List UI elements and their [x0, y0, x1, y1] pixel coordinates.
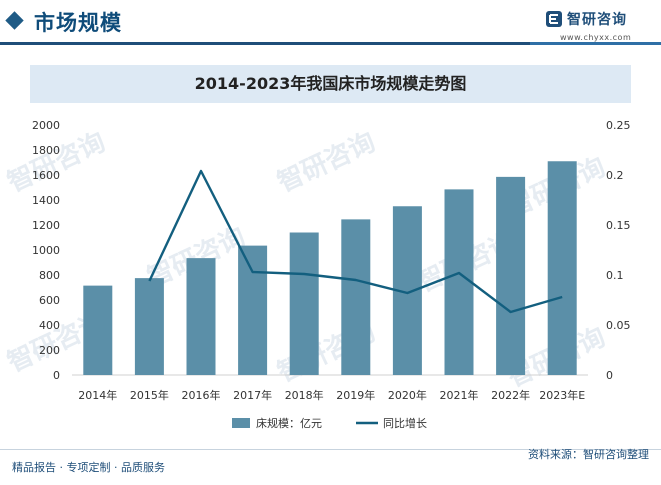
y-left-tick-label: 1000 — [32, 244, 60, 257]
bar — [496, 176, 526, 375]
source-note: 资料来源：智研咨询整理 — [528, 448, 649, 461]
y-right-tick-label: 0 — [606, 369, 613, 382]
growth-line — [148, 169, 563, 314]
bar — [186, 258, 216, 375]
y-right-tick-label: 0.2 — [606, 169, 624, 182]
brand-logo-icon — [546, 11, 562, 27]
brand-name: 智研咨询 — [567, 12, 627, 28]
legend-swatch-bar — [232, 418, 250, 428]
legend-label: 同比增长 — [383, 416, 427, 430]
y-right-tick-label: 0.15 — [606, 219, 631, 232]
bar — [134, 278, 164, 375]
y-right-tick-label: 0.25 — [606, 119, 631, 132]
footer-tagline: 精品报告 · 专项定制 · 品质服务 — [12, 461, 165, 474]
y-left-tick-label: 0 — [53, 369, 60, 382]
x-tick-label: 2015年 — [130, 388, 169, 402]
y-left-tick-label: 1400 — [32, 194, 60, 207]
brand-url: www.chyxx.com — [560, 33, 632, 42]
x-tick-label: 2018年 — [285, 388, 324, 402]
y-left-tick-label: 1800 — [32, 144, 60, 157]
y-right-tick-label: 0.1 — [606, 269, 624, 282]
y-left-tick-label: 400 — [39, 319, 60, 332]
bar — [547, 161, 577, 375]
bar — [289, 232, 319, 375]
chart-title-band: 2014-2023年我国床市场规模走势图 — [30, 65, 631, 103]
x-tick-label: 2019年 — [336, 388, 375, 402]
x-tick-label: 2023年E — [539, 388, 585, 402]
bar — [238, 245, 268, 375]
bar — [444, 189, 474, 375]
x-tick-label: 2022年 — [491, 388, 530, 402]
x-tick-label: 2016年 — [182, 388, 221, 402]
y-left-tick-label: 1200 — [32, 219, 60, 232]
chart-title: 2014-2023年我国床市场规模走势图 — [194, 74, 467, 93]
x-tick-label: 2017年 — [233, 388, 272, 402]
y-left-tick-label: 800 — [39, 269, 60, 282]
y-left-tick-label: 2000 — [32, 119, 60, 132]
bar — [341, 219, 371, 375]
header: 市场规模 智研咨询 www.chyxx.com — [0, 0, 661, 46]
bar — [83, 285, 113, 375]
page-title: 市场规模 — [34, 11, 122, 35]
x-tick-label: 2014年 — [78, 388, 117, 402]
x-tick-label: 2021年 — [440, 388, 479, 402]
y-right-tick-label: 0.05 — [606, 319, 631, 332]
y-left-tick-label: 600 — [39, 294, 60, 307]
y-left-tick-label: 200 — [39, 344, 60, 357]
x-tick-label: 2020年 — [388, 388, 427, 402]
header-divider — [0, 41, 661, 46]
y-left-tick-label: 1600 — [32, 169, 60, 182]
footer-divider — [0, 449, 661, 450]
watermark-text: 智研咨询 — [3, 126, 110, 198]
watermark-text: 智研咨询 — [273, 126, 380, 198]
legend-label: 床规模：亿元 — [256, 416, 322, 430]
